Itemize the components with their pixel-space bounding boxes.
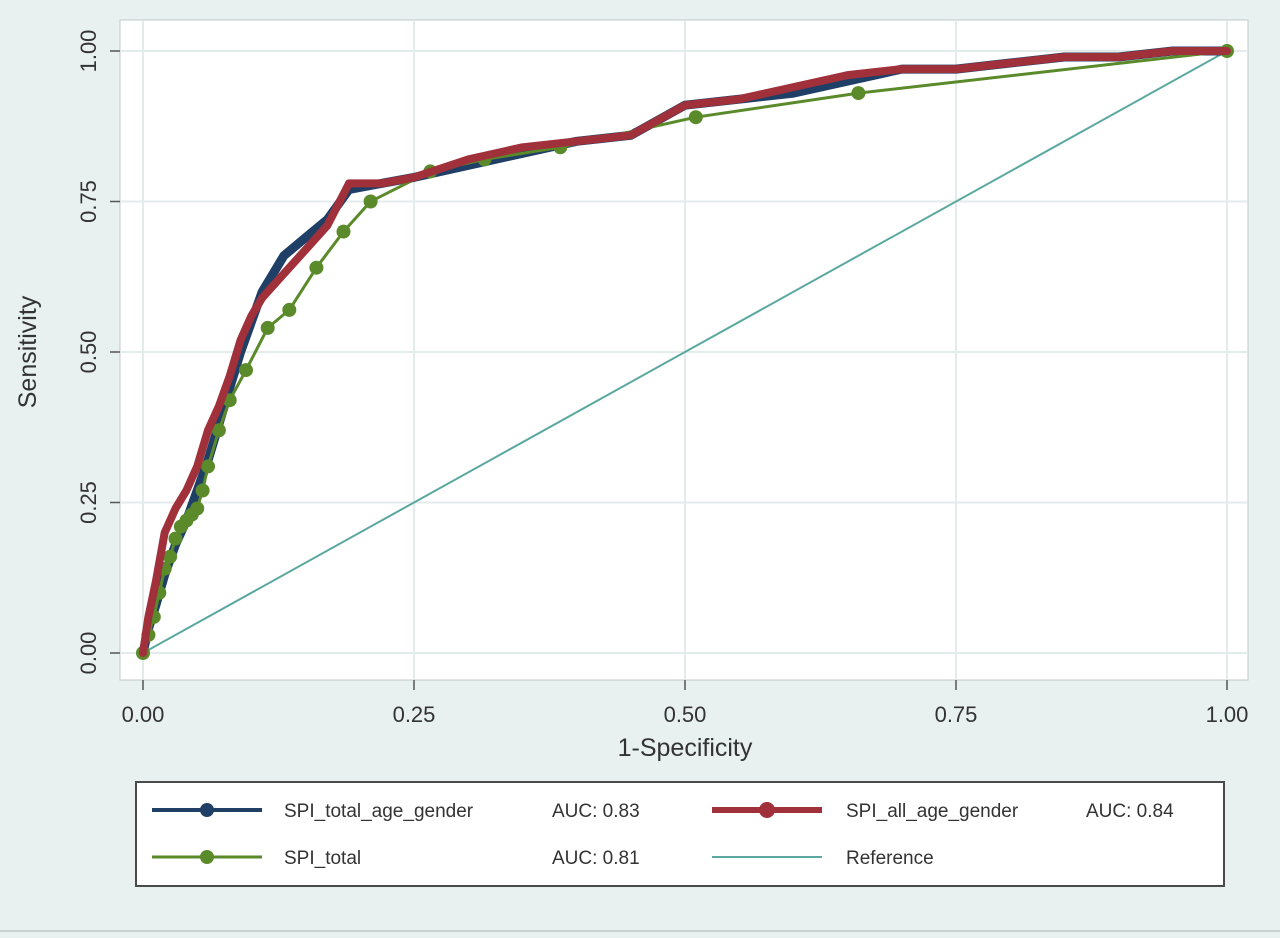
legend-marker-spi-total-age-gender [200, 803, 214, 817]
legend-label-reference: Reference [846, 848, 934, 869]
data-point-spi-total [851, 86, 866, 101]
data-point-spi-total [260, 320, 275, 335]
series-line-reference [142, 50, 1228, 654]
data-point-spi-total [190, 501, 205, 516]
x-axis-ticks: 0.00 0.25 0.50 0.75 1.00 [122, 680, 1249, 727]
data-point-spi-total [363, 194, 378, 209]
x-tick-label: 0.75 [935, 702, 978, 727]
series-spi-all-age-gender [139, 47, 1231, 657]
legend-label-spi-total: SPI_total [284, 848, 361, 869]
legend-item-reference: Reference [712, 848, 934, 869]
x-axis-title: 1-Specificity [618, 734, 753, 762]
data-point-spi-total [195, 483, 210, 498]
legend-auc-spi-total: AUC: 0.81 [552, 848, 640, 869]
data-point-spi-total [309, 260, 324, 275]
y-axis-title: Sensitivity [14, 295, 42, 408]
x-tick-label: 0.00 [122, 702, 165, 727]
x-tick-label: 0.50 [664, 702, 707, 727]
y-tick-label: 0.00 [76, 632, 101, 675]
legend-auc-spi-all-age-gender: AUC: 0.84 [1086, 801, 1174, 822]
data-point-spi-total [168, 531, 183, 546]
y-tick-label: 1.00 [76, 30, 101, 73]
bottom-divider [0, 930, 1280, 932]
legend-item-spi-total-age-gender: SPI_total_age_gender AUC: 0.83 [152, 801, 640, 822]
data-point-spi-total [239, 363, 253, 378]
data-point-spi-total [201, 459, 215, 474]
series-reference [142, 50, 1228, 654]
data-point-spi-total [211, 423, 226, 438]
legend-item-spi-all-age-gender: SPI_all_age_gender AUC: 0.84 [712, 801, 1174, 822]
legend-box [135, 781, 1225, 887]
data-point-spi-total [688, 110, 703, 125]
series-layer [136, 44, 1234, 660]
x-tick-label: 0.25 [393, 702, 436, 727]
y-axis-ticks: 0.00 0.25 0.50 0.75 1.00 [76, 30, 120, 675]
data-point-spi-total [282, 302, 297, 317]
gridlines [121, 21, 1247, 679]
y-tick-label: 0.25 [76, 481, 101, 524]
y-tick-label: 0.75 [76, 180, 101, 223]
y-tick-label: 0.50 [76, 331, 101, 374]
legend-marker-spi-all-age-gender [759, 802, 775, 818]
data-point-spi-total [336, 224, 351, 239]
legend-auc-spi-total-age-gender: AUC: 0.83 [552, 801, 640, 822]
x-tick-label: 1.00 [1206, 702, 1249, 727]
series-line-spi-all-age-gender [139, 47, 1231, 657]
legend-marker-spi-total [200, 850, 214, 864]
legend-label-spi-all-age-gender: SPI_all_age_gender [846, 801, 1019, 822]
data-point-spi-total [163, 549, 178, 564]
legend-label-spi-total-age-gender: SPI_total_age_gender [284, 801, 474, 822]
legend-item-spi-total: SPI_total AUC: 0.81 [152, 848, 640, 869]
